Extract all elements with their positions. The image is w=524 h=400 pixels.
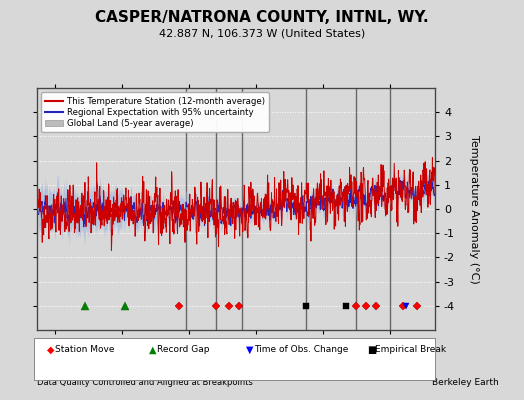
- Text: Time of Obs. Change: Time of Obs. Change: [254, 346, 348, 354]
- Text: Data Quality Controlled and Aligned at Breakpoints: Data Quality Controlled and Aligned at B…: [37, 378, 253, 387]
- Text: ▲: ▲: [149, 345, 157, 355]
- Legend: This Temperature Station (12-month average), Regional Expectation with 95% uncer: This Temperature Station (12-month avera…: [41, 92, 269, 132]
- Y-axis label: Temperature Anomaly (°C): Temperature Anomaly (°C): [469, 135, 479, 283]
- Text: ▼: ▼: [246, 345, 254, 355]
- Text: CASPER/NATRONA COUNTY, INTNL, WY.: CASPER/NATRONA COUNTY, INTNL, WY.: [95, 10, 429, 25]
- Text: Berkeley Earth: Berkeley Earth: [432, 378, 499, 387]
- Text: ■: ■: [367, 345, 376, 355]
- Text: Station Move: Station Move: [55, 346, 115, 354]
- Text: Empirical Break: Empirical Break: [375, 346, 446, 354]
- Text: 42.887 N, 106.373 W (United States): 42.887 N, 106.373 W (United States): [159, 28, 365, 38]
- Text: Record Gap: Record Gap: [157, 346, 210, 354]
- Text: ◆: ◆: [47, 345, 54, 355]
